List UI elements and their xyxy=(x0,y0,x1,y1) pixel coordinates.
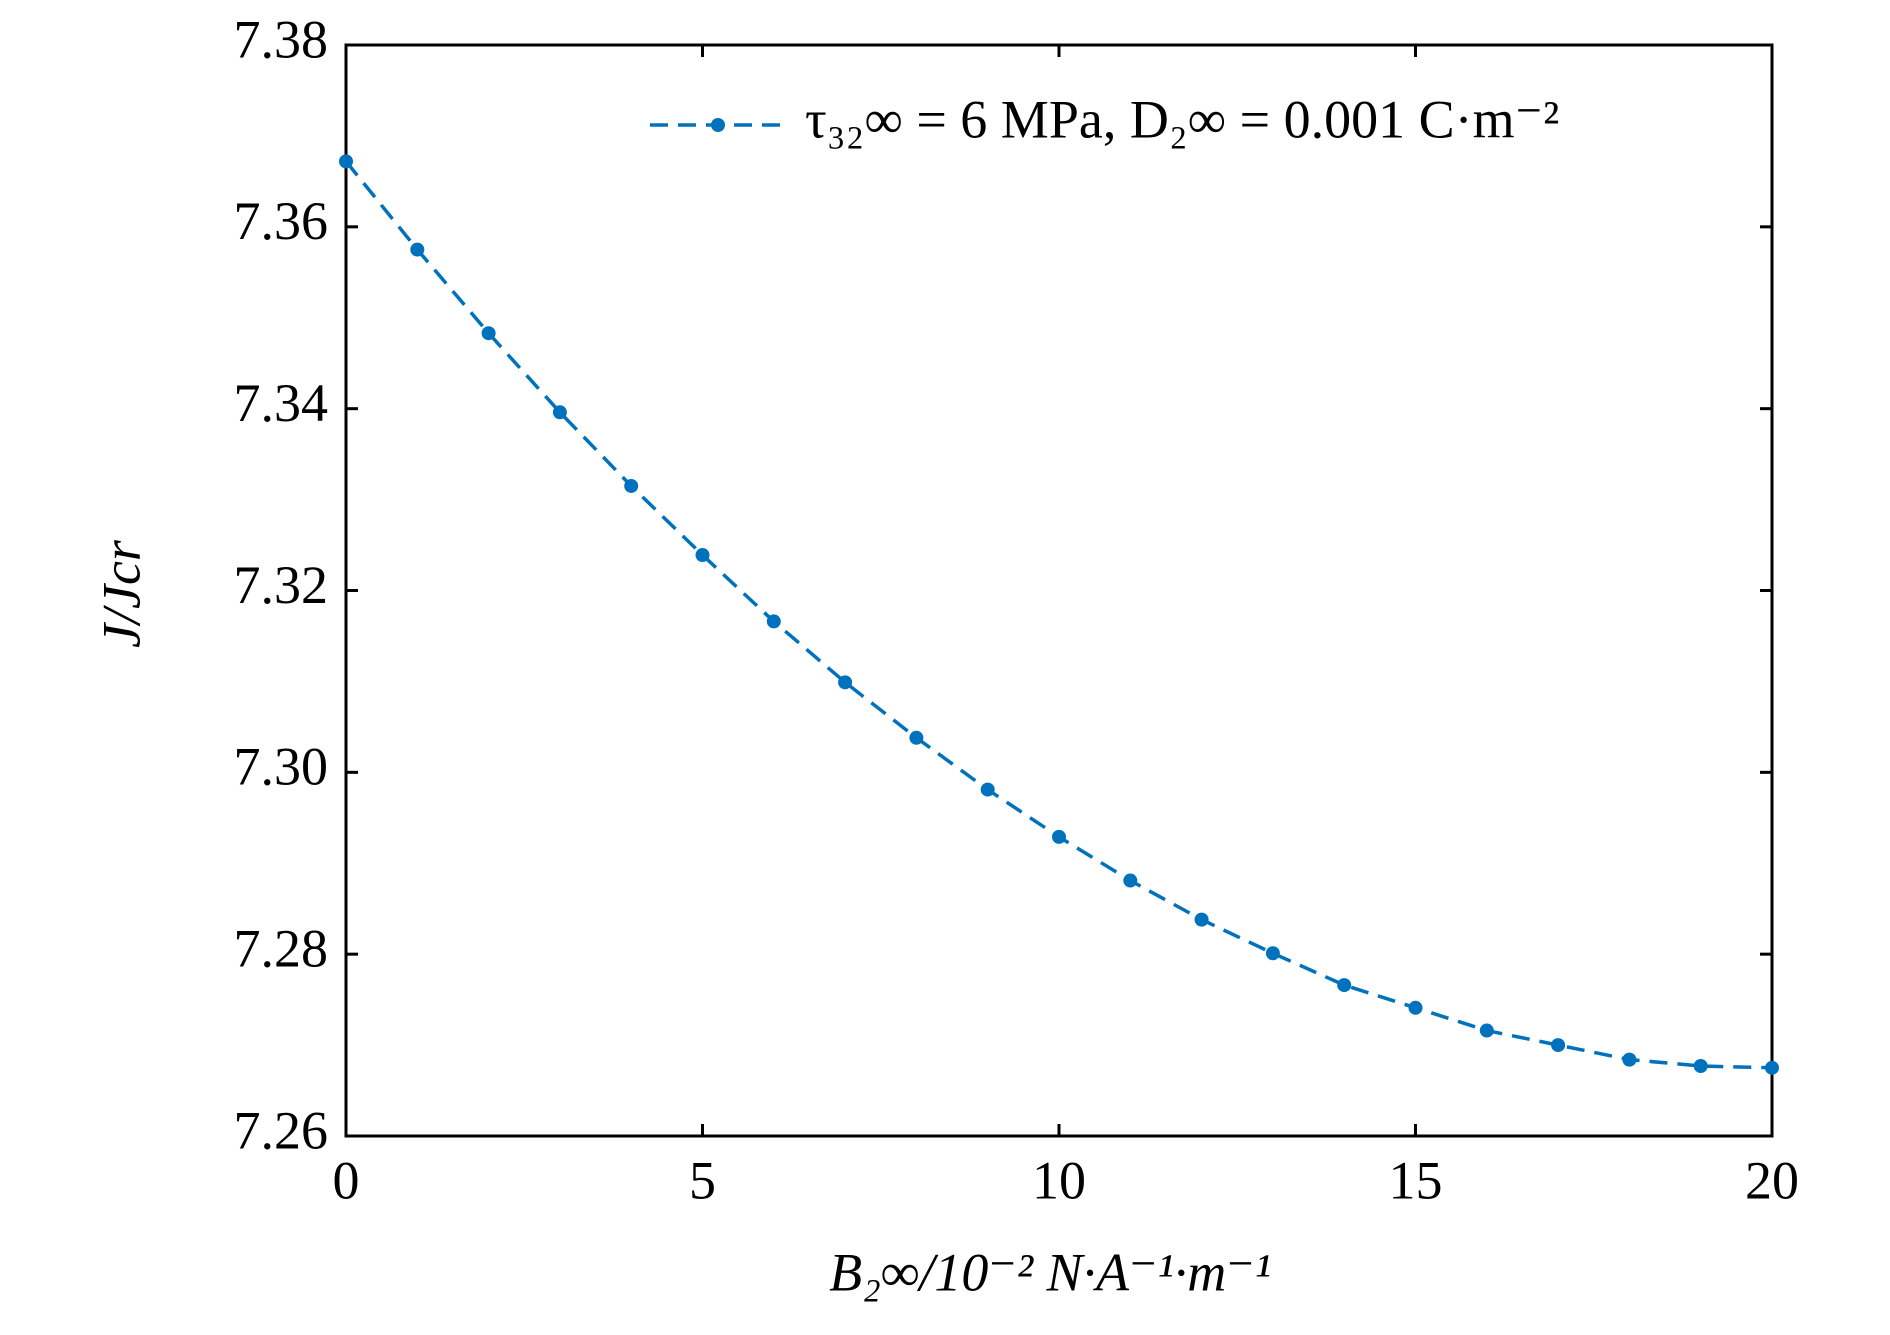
y-tick-label: 7.26 xyxy=(234,1100,329,1160)
data-point xyxy=(339,154,353,169)
x-tick-label: 0 xyxy=(333,1150,360,1210)
data-point xyxy=(624,478,639,493)
data-point xyxy=(552,405,567,420)
data-point xyxy=(838,675,853,690)
data-point xyxy=(481,326,496,341)
data-point xyxy=(909,730,924,745)
data-point xyxy=(980,782,995,797)
y-tick-label: 7.34 xyxy=(234,373,329,433)
data-point xyxy=(1123,873,1138,888)
series-line xyxy=(344,160,1773,1070)
data-point xyxy=(1622,1052,1637,1067)
y-tick-label: 7.36 xyxy=(234,191,329,251)
data-point xyxy=(1551,1038,1566,1053)
plot-frame xyxy=(344,43,1774,1138)
y-tick-label: 7.32 xyxy=(234,555,329,615)
data-point xyxy=(1479,1023,1494,1038)
x-axis-label: B₂∞/10⁻² N·A⁻¹·m⁻¹ xyxy=(829,1242,1271,1302)
y-tick-label: 7.28 xyxy=(234,919,329,979)
x-tick-label: 20 xyxy=(1745,1150,1799,1210)
x-tick-label: 5 xyxy=(689,1150,716,1210)
data-point xyxy=(695,548,710,563)
x-tick-label: 15 xyxy=(1389,1150,1443,1210)
y-tick-label: 7.38 xyxy=(234,9,329,69)
data-point xyxy=(1265,946,1280,961)
data-point xyxy=(1337,978,1352,993)
data-point xyxy=(766,614,781,629)
y-axis-label: J/Jcr xyxy=(91,539,151,648)
data-point xyxy=(1052,829,1066,844)
data-point xyxy=(410,242,425,257)
x-tick-label: 10 xyxy=(1032,1150,1086,1210)
data-point xyxy=(1194,912,1209,927)
y-tick-label: 7.30 xyxy=(234,737,329,797)
data-point xyxy=(1693,1058,1708,1073)
data-point xyxy=(1765,1060,1779,1075)
legend-marker xyxy=(711,118,725,132)
data-point xyxy=(1408,1000,1423,1015)
legend-label: τ₃₂∞ = 6 MPa, D₂∞ = 0.001 C·m⁻² xyxy=(805,89,1559,149)
